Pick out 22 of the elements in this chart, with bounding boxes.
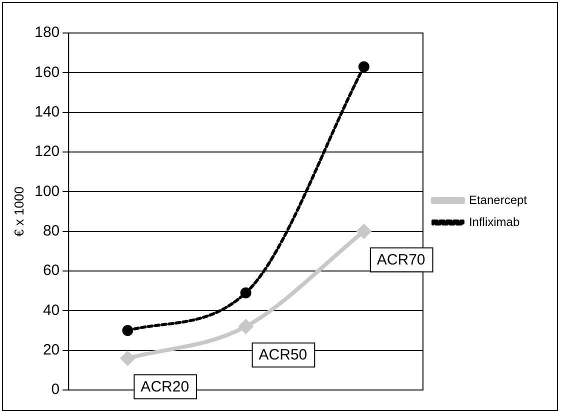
x-tick-label: ACR20 [140, 378, 190, 396]
y-tick-label: 140 [34, 103, 60, 120]
x-tick-label: ACR50 [258, 346, 308, 364]
point [358, 61, 370, 72]
point [122, 325, 134, 336]
legend-label: Infliximab [468, 214, 520, 229]
y-tick-label: 160 [34, 64, 60, 81]
y-tick-label: 20 [42, 341, 60, 358]
y-tick-label: 60 [42, 262, 60, 280]
y-tick-label: 120 [34, 143, 60, 160]
y-tick-label: 80 [42, 222, 60, 240]
legend-label: Etanercept [468, 192, 528, 207]
y-tick-label: 0 [51, 381, 60, 398]
y-tick-label: 180 [34, 24, 60, 42]
y-tick-label: 100 [34, 182, 60, 200]
point [238, 320, 253, 334]
y-tick-label: 40 [42, 302, 60, 319]
point [240, 287, 252, 298]
x-tick-label: ACR70 [376, 251, 426, 268]
point [120, 351, 135, 366]
y-axis-title: € x 1000 [11, 186, 26, 236]
point [356, 224, 371, 238]
